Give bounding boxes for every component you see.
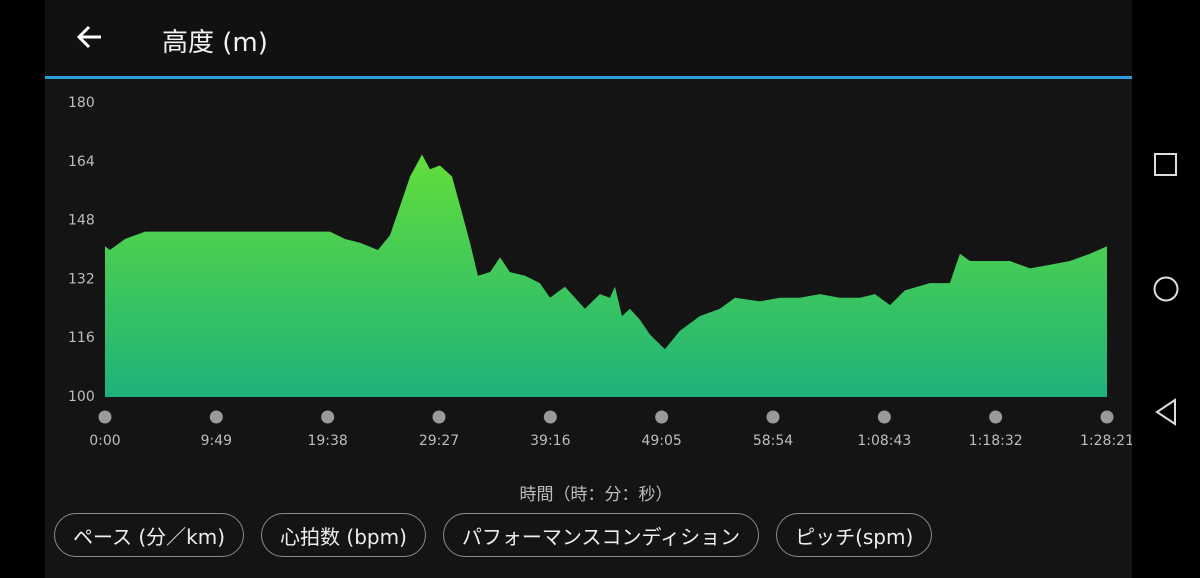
back-button[interactable]: [75, 22, 105, 52]
elevation-area: [105, 154, 1107, 397]
button-row: ペース (分／km) 心拍数 (bpm) パフォーマンスコンディション ピッチ(spm…: [54, 513, 933, 557]
y-tick-label: 148: [68, 213, 95, 229]
x-tick-label: 1:18:32: [969, 433, 1023, 449]
panel: 100 116 132 148 164 180 0:00 9:49 19:38 29:27 39:1…: [45, 0, 1132, 578]
x-tick-dot: [655, 410, 669, 424]
x-tick-label: 49:05: [641, 433, 681, 449]
x-tick-dot: [877, 410, 891, 424]
back[interactable]: [1155, 398, 1176, 426]
x-tick-dot: [1100, 410, 1114, 424]
x-tick-dot: [98, 410, 112, 424]
x-tick-label: 0:00: [89, 433, 120, 449]
chart: 100 116 132 148 164 180 0:00 9:49 19:38 29:27 39:1…: [68, 95, 1132, 505]
metric-button[interactable]: パフォーマンスコンディション: [442, 513, 760, 557]
y-tick-label: 116: [68, 330, 95, 346]
x-tick-dot: [989, 410, 1003, 424]
page-title: 高度 (m): [162, 28, 268, 58]
x-axis-label: 時間（時：分：秒）: [520, 485, 673, 505]
x-tick-label: 29:27: [419, 433, 459, 449]
recent-apps[interactable]: [1154, 153, 1177, 176]
x-tick-label: 9:49: [201, 433, 232, 449]
metric-button[interactable]: ペース (分／km): [54, 513, 245, 557]
x-tick-label: 58:54: [753, 433, 793, 449]
divider: [45, 76, 1132, 79]
x-tick-label: 1:28:21: [1080, 433, 1132, 449]
x-tick-dot: [209, 410, 223, 424]
y-tick-label: 132: [68, 271, 95, 287]
y-tick-label: 180: [68, 95, 95, 111]
x-tick-dot: [321, 410, 335, 424]
x-tick-label: 39:16: [530, 433, 570, 449]
x-tick-label: 1:08:43: [857, 433, 911, 449]
x-tick-dot: [766, 410, 780, 424]
y-tick-label: 100: [68, 389, 95, 405]
metric-button[interactable]: 心拍数 (bpm): [261, 513, 426, 557]
x-tick-dot: [432, 410, 446, 424]
metric-button[interactable]: ピッチ(spm): [776, 513, 933, 557]
x-tick-dot: [543, 410, 557, 424]
header: 高度 (m): [45, 0, 1132, 77]
x-tick-label: 19:38: [307, 433, 347, 449]
home[interactable]: [1153, 276, 1179, 302]
y-tick-label: 164: [68, 154, 95, 170]
nav-bar: [1153, 153, 1179, 426]
